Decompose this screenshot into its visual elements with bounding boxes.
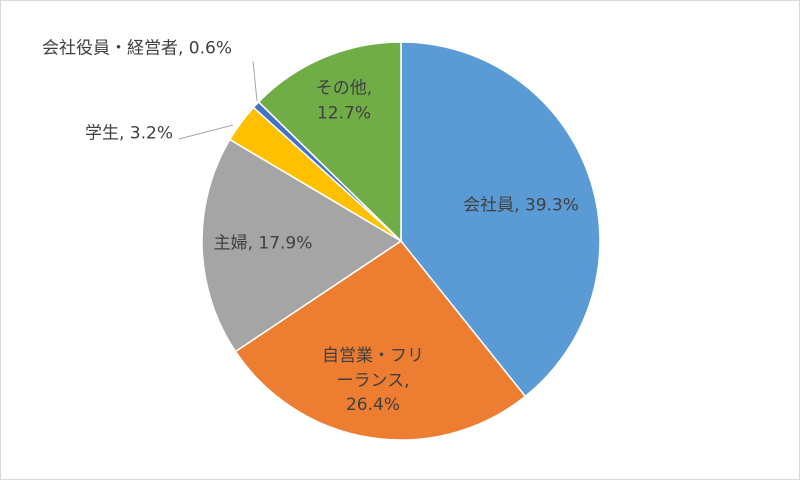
data-label: その他, 12.7% xyxy=(304,76,384,125)
category-label: 自営業・フリーランス xyxy=(322,346,424,391)
data-label: 自営業・フリーランス, 26.4% xyxy=(318,344,428,418)
category-label: 会社員 xyxy=(463,195,515,216)
value-label: 3.2% xyxy=(129,123,174,144)
label-separator: , xyxy=(118,123,130,144)
data-label: 会社役員・経営者, 0.6% xyxy=(42,37,232,62)
data-label: 主婦, 17.9% xyxy=(214,232,313,257)
leader-line xyxy=(252,60,258,102)
label-separator: , xyxy=(366,78,373,99)
pie-slice xyxy=(201,138,403,353)
label-separator: , xyxy=(404,370,410,391)
category-label: その他 xyxy=(315,78,367,99)
leader-line xyxy=(178,124,234,140)
label-separator: , xyxy=(514,195,525,216)
value-label: 12.7% xyxy=(316,103,371,123)
category-label: 学生 xyxy=(84,123,119,144)
pie-slice xyxy=(257,41,402,243)
pie-slice xyxy=(234,239,527,441)
category-label: 主婦 xyxy=(213,233,248,254)
value-label: 0.6% xyxy=(188,38,233,59)
label-separator: , xyxy=(177,38,189,59)
value-label: 17.9% xyxy=(258,233,313,254)
category-label: 会社役員・経営者 xyxy=(41,38,178,59)
value-label: 39.3% xyxy=(524,195,579,216)
label-separator: , xyxy=(247,233,259,254)
pie-slice xyxy=(400,41,601,398)
data-label: 学生, 3.2% xyxy=(85,122,173,147)
data-label: 会社員, 39.3% xyxy=(463,194,579,219)
value-label: 26.4% xyxy=(345,395,400,416)
